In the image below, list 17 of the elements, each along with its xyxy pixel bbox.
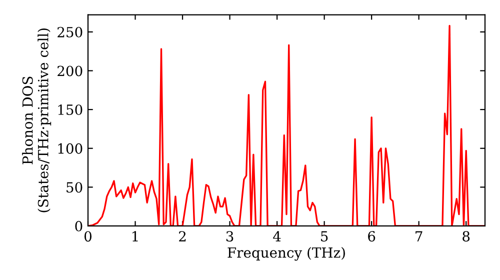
x-tick-label: 1 <box>132 231 138 242</box>
x-tick-label: 6 <box>368 231 376 242</box>
x-tick-label: 0 <box>84 231 92 242</box>
y-tick-label: 100 <box>58 143 82 154</box>
x-tick-label: 7 <box>416 231 422 242</box>
y-tick-label: 150 <box>58 104 82 116</box>
y-tick-label: 200 <box>58 66 82 76</box>
x-tick-label: 2 <box>179 231 186 242</box>
y-tick-label: 50 <box>66 182 82 193</box>
y-tick-label: 250 <box>58 26 82 38</box>
x-tick-label: 3 <box>226 231 234 242</box>
y-axis-title: Phonon DOS (States/THz·primitive cell) <box>22 28 52 212</box>
y-tick-label: 0 <box>75 220 82 232</box>
x-tick-label: 8 <box>462 231 470 242</box>
x-tick-label: 4 <box>273 231 281 242</box>
x-tick-label: 5 <box>321 231 328 242</box>
x-axis-title: Frequency (THz) <box>228 247 345 261</box>
